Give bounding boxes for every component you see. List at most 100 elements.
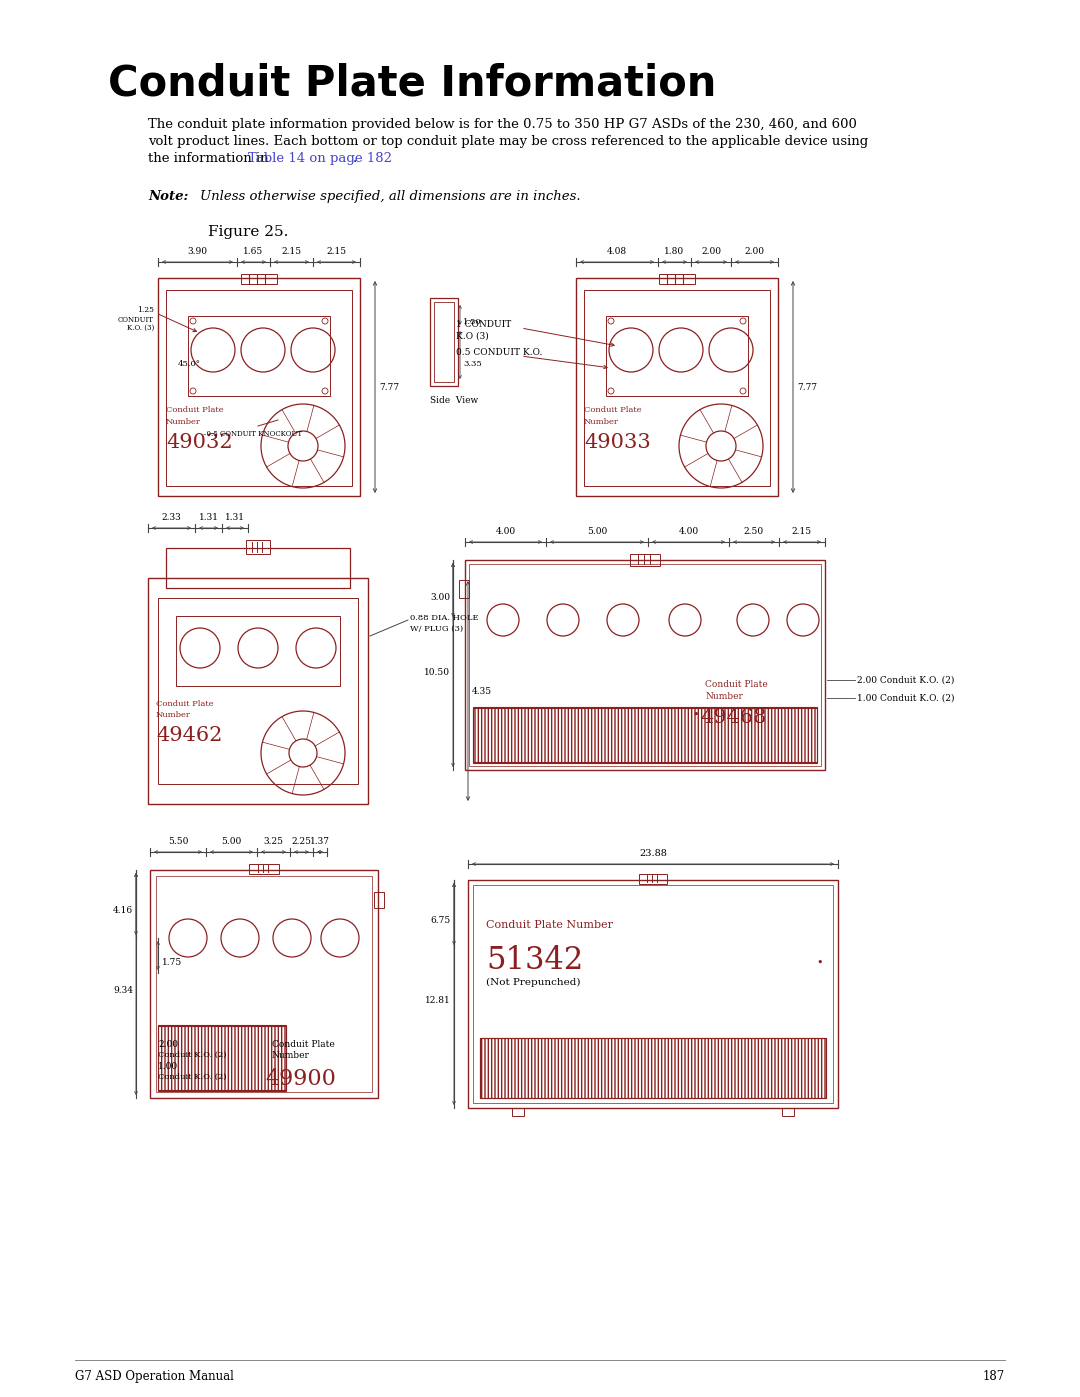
Bar <box>156 876 372 1092</box>
Text: 7.77: 7.77 <box>379 383 400 391</box>
Bar <box>469 564 821 766</box>
Bar <box>659 274 696 284</box>
Text: 2.15: 2.15 <box>326 247 347 256</box>
Text: 1.80: 1.80 <box>664 247 685 256</box>
Text: 49032: 49032 <box>166 433 232 453</box>
Text: 3.25: 3.25 <box>264 837 283 847</box>
Text: 1.37: 1.37 <box>310 837 330 847</box>
Text: 2.00: 2.00 <box>701 247 721 256</box>
Text: 2.50: 2.50 <box>744 527 764 536</box>
Bar <box>480 1038 826 1098</box>
Text: Table 14 on page 182: Table 14 on page 182 <box>247 152 392 165</box>
Text: Unless otherwise specified, all dimensions are in inches.: Unless otherwise specified, all dimensio… <box>200 190 581 203</box>
Text: Note:: Note: <box>148 190 188 203</box>
Text: Conduit K.O. (2): Conduit K.O. (2) <box>158 1051 227 1059</box>
Text: 49900: 49900 <box>265 1067 336 1090</box>
Bar <box>465 560 825 770</box>
Text: 1.31: 1.31 <box>225 513 245 522</box>
Text: 2.33: 2.33 <box>162 513 181 522</box>
Text: Number: Number <box>156 711 191 719</box>
Text: 2.00 Conduit K.O. (2): 2.00 Conduit K.O. (2) <box>858 676 955 685</box>
Text: 2.15: 2.15 <box>792 527 812 536</box>
Text: Number: Number <box>584 418 619 426</box>
Bar <box>639 875 667 884</box>
Bar <box>374 893 384 908</box>
Text: 5.50: 5.50 <box>167 837 188 847</box>
Text: W/ PLUG (3): W/ PLUG (3) <box>410 624 463 633</box>
Text: –0.5 CONDUIT KNOCKOUT: –0.5 CONDUIT KNOCKOUT <box>203 430 302 439</box>
Text: 1.65: 1.65 <box>243 247 264 256</box>
Bar <box>249 863 279 875</box>
Text: Number: Number <box>272 1051 310 1060</box>
Text: 1.50: 1.50 <box>463 319 482 326</box>
Text: 9.34: 9.34 <box>113 986 133 995</box>
Bar <box>166 291 352 486</box>
Text: 2.00: 2.00 <box>158 1039 178 1049</box>
Text: 10.50: 10.50 <box>424 668 450 678</box>
Bar <box>158 1025 286 1090</box>
Text: 0.5 CONDUIT K.O.: 0.5 CONDUIT K.O. <box>456 348 542 358</box>
Bar <box>158 278 360 496</box>
Text: K.O (3): K.O (3) <box>456 332 489 341</box>
Bar <box>576 278 778 496</box>
Bar <box>473 708 816 763</box>
Text: 45.0°: 45.0° <box>178 360 201 367</box>
Text: G7 ASD Operation Manual: G7 ASD Operation Manual <box>75 1370 234 1383</box>
Text: Conduit Plate: Conduit Plate <box>166 407 224 414</box>
Text: Side  View: Side View <box>430 395 478 405</box>
Bar <box>606 316 748 395</box>
Text: 2.25: 2.25 <box>292 837 311 847</box>
Bar <box>468 880 838 1108</box>
Text: Conduit Plate: Conduit Plate <box>705 680 768 689</box>
Text: 4.00: 4.00 <box>678 527 699 536</box>
Bar <box>166 548 350 588</box>
Text: 49468: 49468 <box>700 708 767 726</box>
Text: 3.00: 3.00 <box>430 592 450 602</box>
Text: 2.15: 2.15 <box>282 247 301 256</box>
Bar <box>512 1108 524 1116</box>
Bar <box>150 870 378 1098</box>
Text: 4.16: 4.16 <box>113 907 133 915</box>
Bar <box>584 291 770 486</box>
Bar <box>246 541 270 555</box>
Text: 51342: 51342 <box>486 944 583 977</box>
Text: (Not Prepunched): (Not Prepunched) <box>486 978 581 988</box>
Text: •: • <box>816 958 823 968</box>
Bar <box>473 886 833 1104</box>
Text: .: . <box>353 152 357 165</box>
Text: 1.75: 1.75 <box>162 958 183 967</box>
Bar <box>473 707 816 761</box>
Text: Conduit Plate Number: Conduit Plate Number <box>486 921 617 930</box>
Bar <box>630 555 660 566</box>
Text: K.O. (3): K.O. (3) <box>126 324 154 332</box>
Bar <box>430 298 458 386</box>
Text: the information in: the information in <box>148 152 273 165</box>
Text: 12.81: 12.81 <box>426 996 451 1004</box>
Text: 1 CONDUIT: 1 CONDUIT <box>456 320 511 330</box>
Bar <box>459 580 469 598</box>
Text: 5.00: 5.00 <box>221 837 242 847</box>
Bar <box>434 302 454 381</box>
Bar <box>158 1025 286 1091</box>
Text: 1.00: 1.00 <box>158 1062 178 1071</box>
Text: Conduit Plate: Conduit Plate <box>156 700 214 708</box>
Text: 5.00: 5.00 <box>586 527 607 536</box>
Bar <box>241 274 276 284</box>
Text: CONDUIT: CONDUIT <box>118 316 154 324</box>
Text: 2.00: 2.00 <box>744 247 765 256</box>
Bar <box>480 1038 826 1098</box>
Bar <box>158 598 357 784</box>
Text: Conduit Plate Information: Conduit Plate Information <box>108 61 716 103</box>
Text: Number: Number <box>705 692 743 701</box>
Text: 3.90: 3.90 <box>188 247 207 256</box>
Text: Conduit Plate: Conduit Plate <box>584 407 642 414</box>
Text: 4.00: 4.00 <box>496 527 515 536</box>
Text: 49462: 49462 <box>156 726 222 745</box>
Bar <box>782 1108 794 1116</box>
Text: 4.08: 4.08 <box>607 247 627 256</box>
Bar <box>188 316 330 395</box>
Text: Figure 25.: Figure 25. <box>208 225 288 239</box>
Text: volt product lines. Each bottom or top conduit plate may be cross referenced to : volt product lines. Each bottom or top c… <box>148 136 868 148</box>
Text: 49033: 49033 <box>584 433 651 453</box>
Text: 1.00 Conduit K.O. (2): 1.00 Conduit K.O. (2) <box>858 694 955 703</box>
